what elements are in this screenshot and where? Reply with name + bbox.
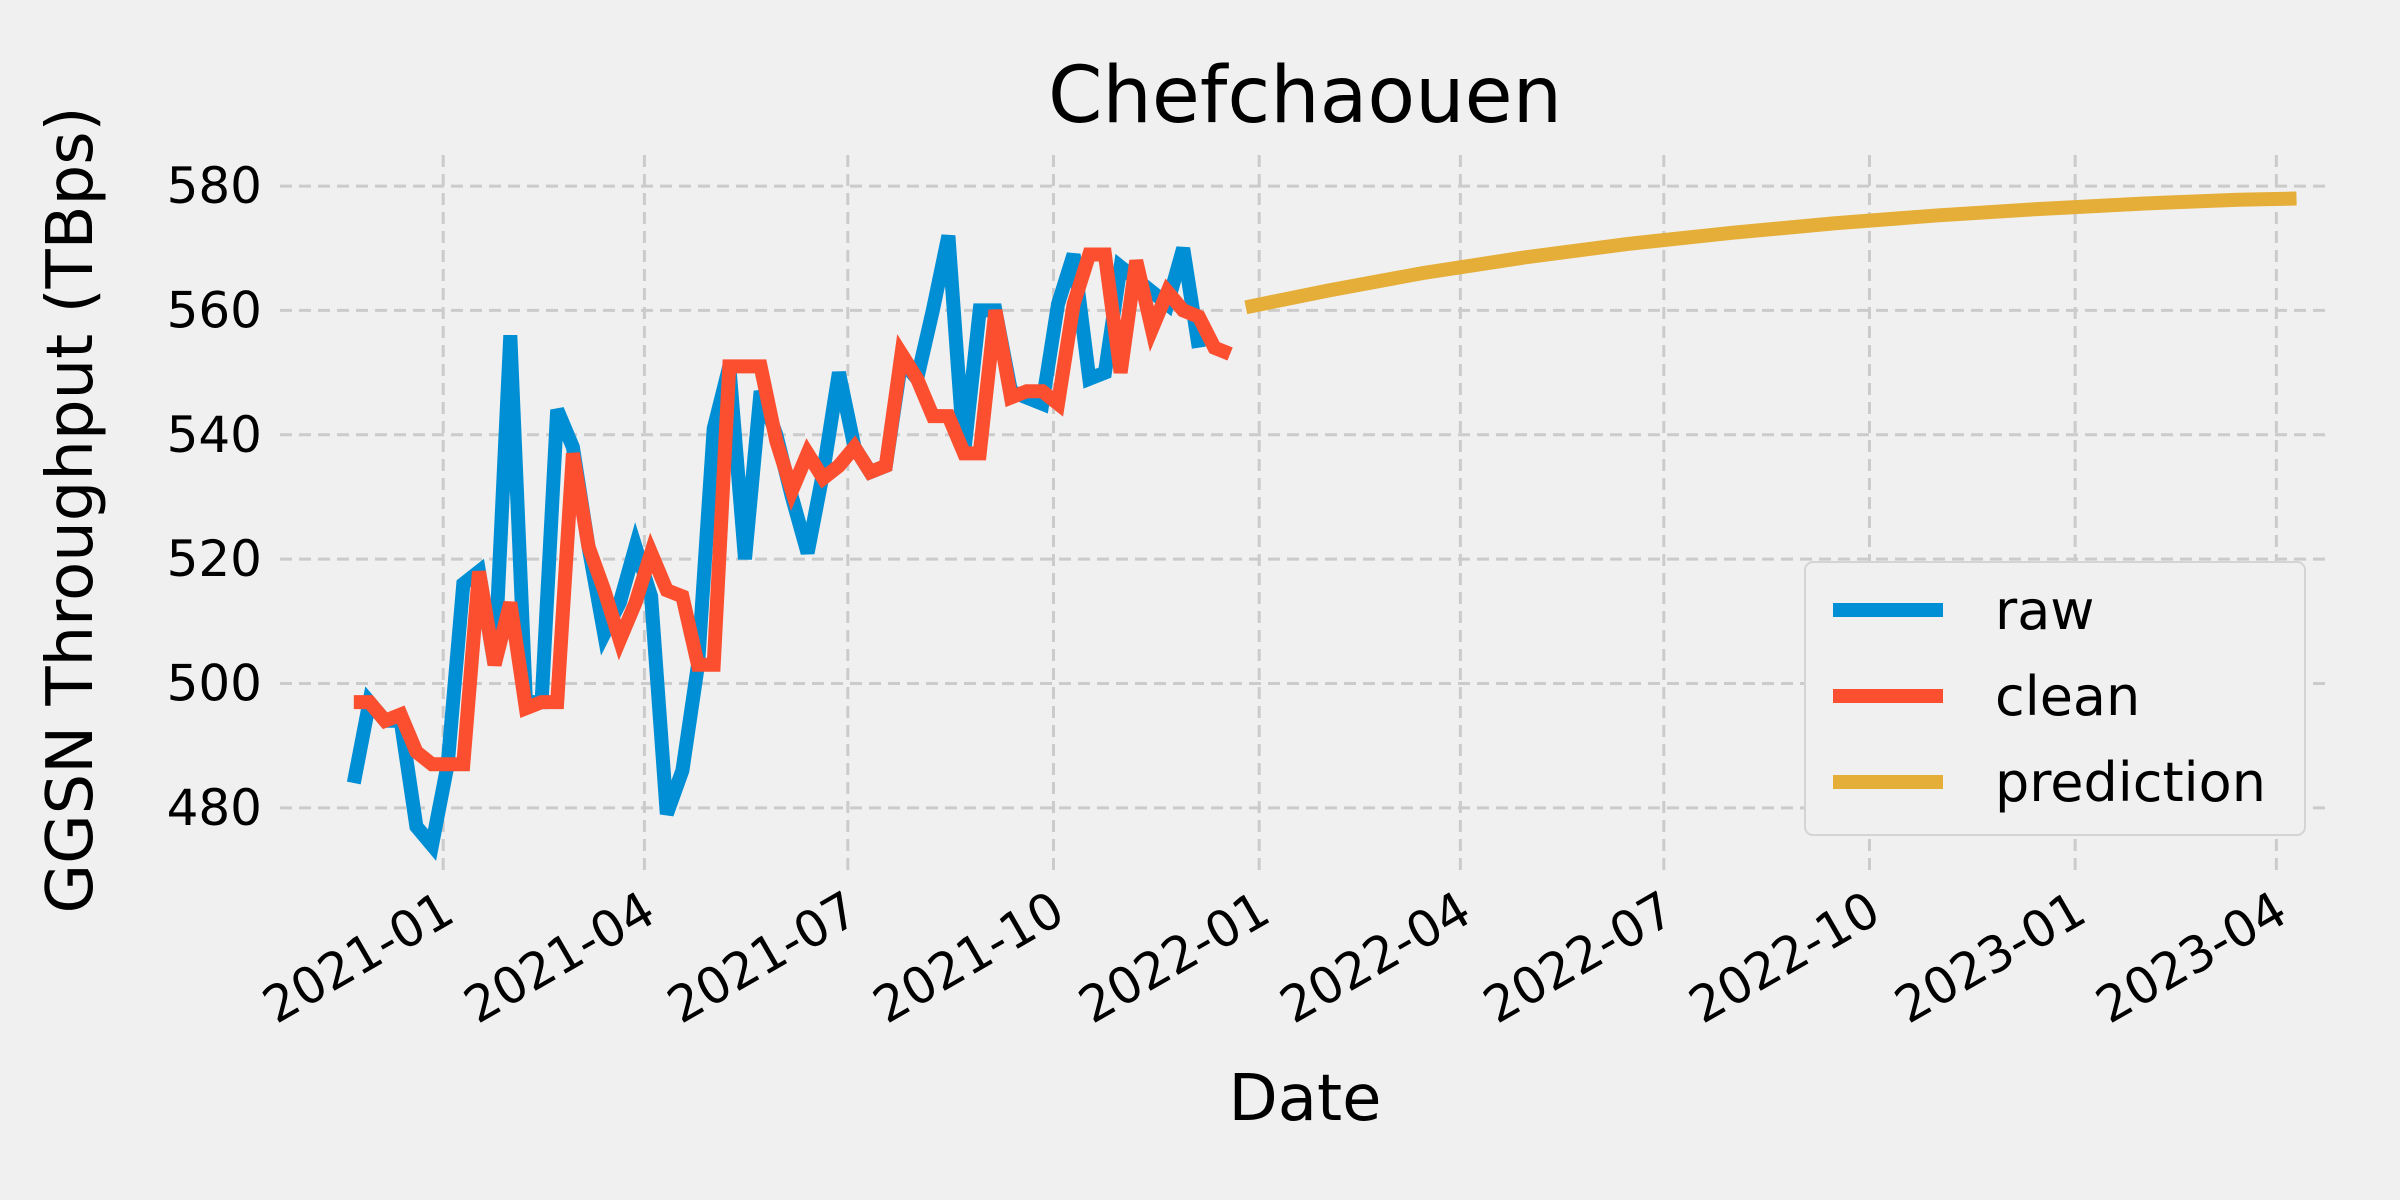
series-line-clean: [353, 247, 1233, 772]
y-tick-label: 580: [167, 157, 262, 215]
legend-label-prediction: prediction: [1995, 751, 2266, 814]
legend-label-clean: clean: [1995, 665, 2140, 728]
y-tick-label: 540: [167, 406, 262, 464]
x-axis-title: Date: [1229, 1062, 1382, 1136]
y-tick-label: 560: [167, 281, 262, 339]
y-axis-title: GGSN Throughput (TBps): [34, 106, 108, 913]
series-line-prediction: [1244, 191, 2297, 315]
chart-title: Chefchaouen: [1048, 51, 1562, 141]
legend-label-raw: raw: [1995, 579, 2094, 642]
y-tick-label: 520: [167, 530, 262, 588]
y-tick-label: 500: [167, 654, 262, 712]
y-tick-label: 480: [167, 779, 262, 837]
y-tick-labels: 480 500 520 540 560 580: [167, 157, 262, 837]
legend-box: [1804, 561, 2306, 836]
series-layer: [346, 191, 2297, 861]
legend: raw clean prediction: [1804, 561, 2306, 836]
